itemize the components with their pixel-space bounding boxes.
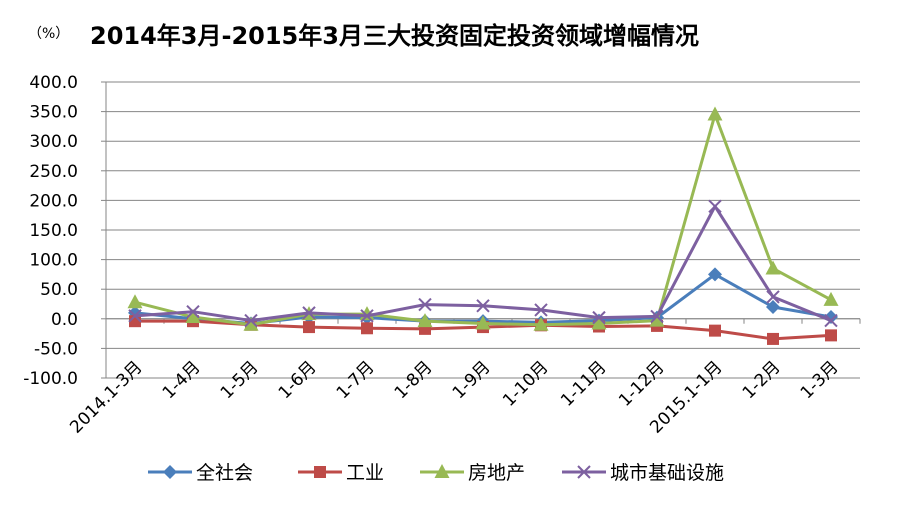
series-3 [127, 106, 839, 331]
legend-item: 城市基础设施 [562, 462, 724, 484]
y-tick-label: 400.0 [29, 73, 78, 93]
y-tick-label: 50.0 [40, 280, 78, 300]
x-tick-label: 1-2月 [739, 357, 785, 403]
data-point [766, 299, 780, 314]
x-tick-label: 1-7月 [333, 357, 379, 403]
legend-label: 城市基础设施 [610, 462, 724, 484]
x-tick-label: 1-3月 [797, 357, 843, 403]
data-point [243, 316, 259, 331]
data-point [434, 464, 450, 478]
data-point [650, 309, 664, 324]
data-point [303, 321, 315, 334]
data-point [592, 310, 606, 325]
series-line [134, 113, 832, 327]
legend-label: 全社会 [196, 462, 253, 484]
x-tick-label: 1-11月 [557, 357, 610, 410]
data-point [244, 313, 258, 328]
x-tick-label: 1-8月 [391, 357, 437, 403]
data-point [708, 199, 722, 214]
data-point [186, 304, 200, 319]
legend-item: 房地产 [420, 462, 525, 484]
data-point [533, 316, 549, 331]
x-tick-label: 1-5月 [217, 357, 263, 403]
chart-unit: （%） [28, 26, 69, 42]
y-tick-label: -50.0 [34, 339, 78, 359]
data-point [709, 324, 721, 337]
data-point [708, 267, 722, 282]
data-point [766, 290, 780, 304]
data-point [707, 106, 723, 121]
data-point [534, 303, 548, 317]
y-tick-label: 350.0 [29, 103, 78, 123]
data-point [591, 315, 607, 330]
data-point [577, 465, 591, 479]
data-point [823, 291, 839, 306]
y-tick-label: 0.0 [51, 310, 78, 330]
y-tick-label: 100.0 [29, 251, 78, 271]
y-tick-label: 250.0 [29, 162, 78, 182]
data-point [360, 309, 374, 323]
x-tick-label: 1-9月 [449, 357, 495, 403]
data-point [476, 299, 490, 313]
series-group [127, 106, 839, 345]
data-point [765, 260, 781, 275]
data-point [418, 297, 432, 312]
y-tick-label: 200.0 [29, 191, 78, 211]
y-axis-ticks: 400.0 350.0 300.0 250.0 200.0 150.0 100.0 50.0 0… [23, 73, 78, 389]
data-point [417, 313, 433, 328]
data-point [475, 315, 491, 330]
x-axis-ticks: 2014.1-3月 1-4月 1-5月 1-6月 1-7月 1-8月 1-9月 1-10月 1-… [66, 357, 842, 437]
data-point [767, 332, 779, 345]
data-point [649, 312, 665, 327]
x-tick-label: 1-4月 [159, 357, 205, 403]
x-tick-label: 1-12月 [615, 357, 668, 410]
legend-label: 房地产 [468, 462, 525, 484]
data-point [127, 294, 143, 309]
data-point [163, 465, 177, 479]
series-line [134, 204, 832, 323]
legend: 全社会 工业 房地产 城市基础设施 [148, 462, 724, 484]
legend-label: 工业 [346, 462, 384, 484]
y-tick-label: 150.0 [29, 221, 78, 241]
data-point [302, 306, 316, 320]
x-tick-label: 1-10月 [499, 357, 552, 410]
y-tick-label: 300.0 [29, 132, 78, 152]
data-point [824, 313, 838, 328]
data-point [128, 309, 142, 323]
data-point [825, 329, 837, 342]
data-point [361, 322, 373, 335]
x-tick-label: 1-6月 [275, 357, 321, 403]
chart-title: 2014年3月-2015年3月三大投资固定投资领域增幅情况 [90, 22, 699, 50]
y-tick-label: -100.0 [23, 369, 78, 389]
data-point [185, 309, 201, 324]
data-point [314, 466, 326, 478]
series-4 [128, 199, 838, 328]
legend-item: 工业 [298, 462, 384, 484]
legend-item: 全社会 [148, 462, 253, 484]
